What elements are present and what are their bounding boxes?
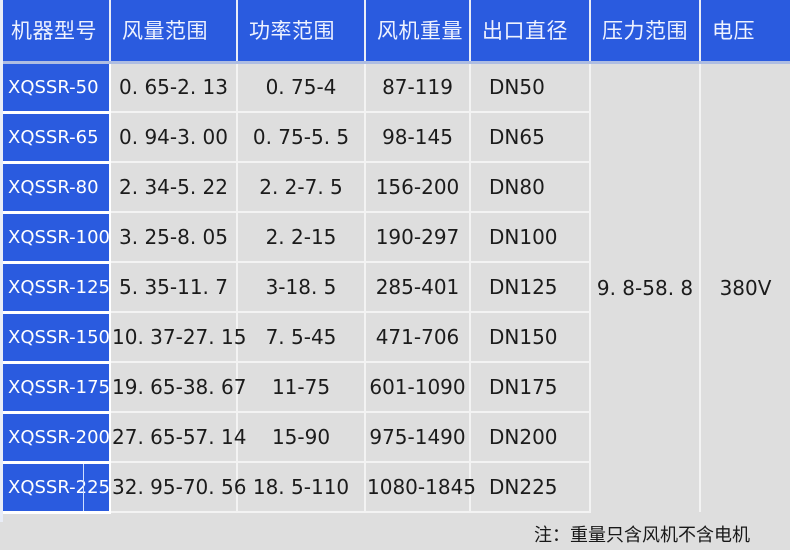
cell-model: XQSSR-125 [0,262,111,314]
column-header-pressure: 压力范围 [590,0,701,64]
header-row: 机器型号 风量范围 功率范围 风机重量 出口直径 压力范围 电压 [0,0,790,64]
cell-power: 0. 75-5. 5 [237,112,366,163]
table-row: XQSSR-100 3. 25-8. 05 2. 2-15 190-297 DN… [0,212,790,264]
cell-airflow: 0. 65-2. 13 [110,62,238,113]
footer-note: 注：重量只含风机不含电机 [534,524,750,546]
cell-weight: 98-145 [365,112,471,163]
table-row: XQSSR-200 27. 65-57. 14 15-90 975-1490 D… [0,412,790,464]
cell-outlet: DN65 [470,112,591,163]
cell-airflow: 32. 95-70. 56 [110,462,246,513]
footer-note-bar: 注：重量只含风机不含电机 [0,513,790,550]
table-row: XQSSR-50 0. 65-2. 13 0. 75-4 87-119 DN50… [0,62,790,512]
cell-pressure-range-merged: 9. 8-58. 8 [590,62,701,512]
column-header-voltage: 电压 [700,0,790,64]
cell-outlet: DN125 [470,262,591,313]
column-header-power: 功率范围 [237,0,366,64]
cell-power: 11-75 [237,362,366,413]
cell-outlet: DN100 [470,212,591,263]
cell-power: 2. 2-15 [237,212,366,263]
cell-power: 2. 2-7. 5 [237,162,366,213]
cell-airflow: 3. 25-8. 05 [110,212,238,263]
cell-power: 18. 5-110 [237,462,366,513]
column-header-outlet: 出口直径 [470,0,591,64]
cell-outlet: DN50 [470,62,591,113]
table-left-edge [0,0,3,522]
cell-airflow: 19. 65-38. 67 [110,362,246,413]
cell-outlet: DN225 [470,462,591,513]
cell-weight: 1080-1845 [365,462,476,513]
cell-artifact-line [83,463,84,511]
cell-weight: 471-706 [365,312,471,363]
cell-weight: 975-1490 [365,412,471,463]
cell-model: XQSSR-80 [0,162,111,214]
cell-outlet: DN80 [470,162,591,213]
table-row: XQSSR-150 10. 37-27. 15 7. 5-45 471-706 … [0,312,790,364]
cell-power: 3-18. 5 [237,262,366,313]
cell-weight: 156-200 [365,162,471,213]
cell-airflow: 2. 34-5. 22 [110,162,238,213]
table-row: XQSSR-65 0. 94-3. 00 0. 75-5. 5 98-145 D… [0,112,790,164]
column-header-weight: 风机重量 [365,0,471,64]
cell-power: 15-90 [237,412,366,463]
cell-airflow: 5. 35-11. 7 [110,262,238,313]
cell-airflow: 27. 65-57. 14 [110,412,246,463]
cell-power: 0. 75-4 [237,62,366,113]
cell-model: XQSSR-225 [0,462,111,514]
cell-airflow: 0. 94-3. 00 [110,112,238,163]
cell-model: XQSSR-150 [0,312,111,364]
cell-power: 7. 5-45 [237,312,366,363]
cell-weight: 601-1090 [365,362,471,413]
cell-voltage-merged: 380V [700,62,790,512]
table-body: XQSSR-50 0. 65-2. 13 0. 75-4 87-119 DN50… [0,62,790,514]
table-row: XQSSR-125 5. 35-11. 7 3-18. 5 285-401 DN… [0,262,790,314]
table-row: XQSSR-80 2. 34-5. 22 2. 2-7. 5 156-200 D… [0,162,790,214]
cell-outlet: DN200 [470,412,591,463]
blower-specification-table: 机器型号 风量范围 功率范围 风机重量 出口直径 压力范围 电压 XQSSR-5… [0,0,790,514]
cell-model: XQSSR-175 [0,362,111,414]
column-header-airflow: 风量范围 [110,0,238,64]
table-row: XQSSR-175 19. 65-38. 67 11-75 601-1090 D… [0,362,790,414]
cell-model: XQSSR-200 [0,412,111,464]
cell-weight: 190-297 [365,212,471,263]
cell-model: XQSSR-50 [0,62,111,114]
cell-outlet: DN175 [470,362,591,413]
cell-weight: 87-119 [365,62,471,113]
column-header-model: 机器型号 [0,0,111,64]
cell-weight: 285-401 [365,262,471,313]
cell-model: XQSSR-65 [0,112,111,164]
table-row: XQSSR-225 32. 95-70. 56 18. 5-110 1080-1… [0,462,790,514]
table-header: 机器型号 风量范围 功率范围 风机重量 出口直径 压力范围 电压 [0,0,790,64]
cell-airflow: 10. 37-27. 15 [110,312,246,363]
cell-outlet: DN150 [470,312,591,363]
cell-model: XQSSR-100 [0,212,111,264]
